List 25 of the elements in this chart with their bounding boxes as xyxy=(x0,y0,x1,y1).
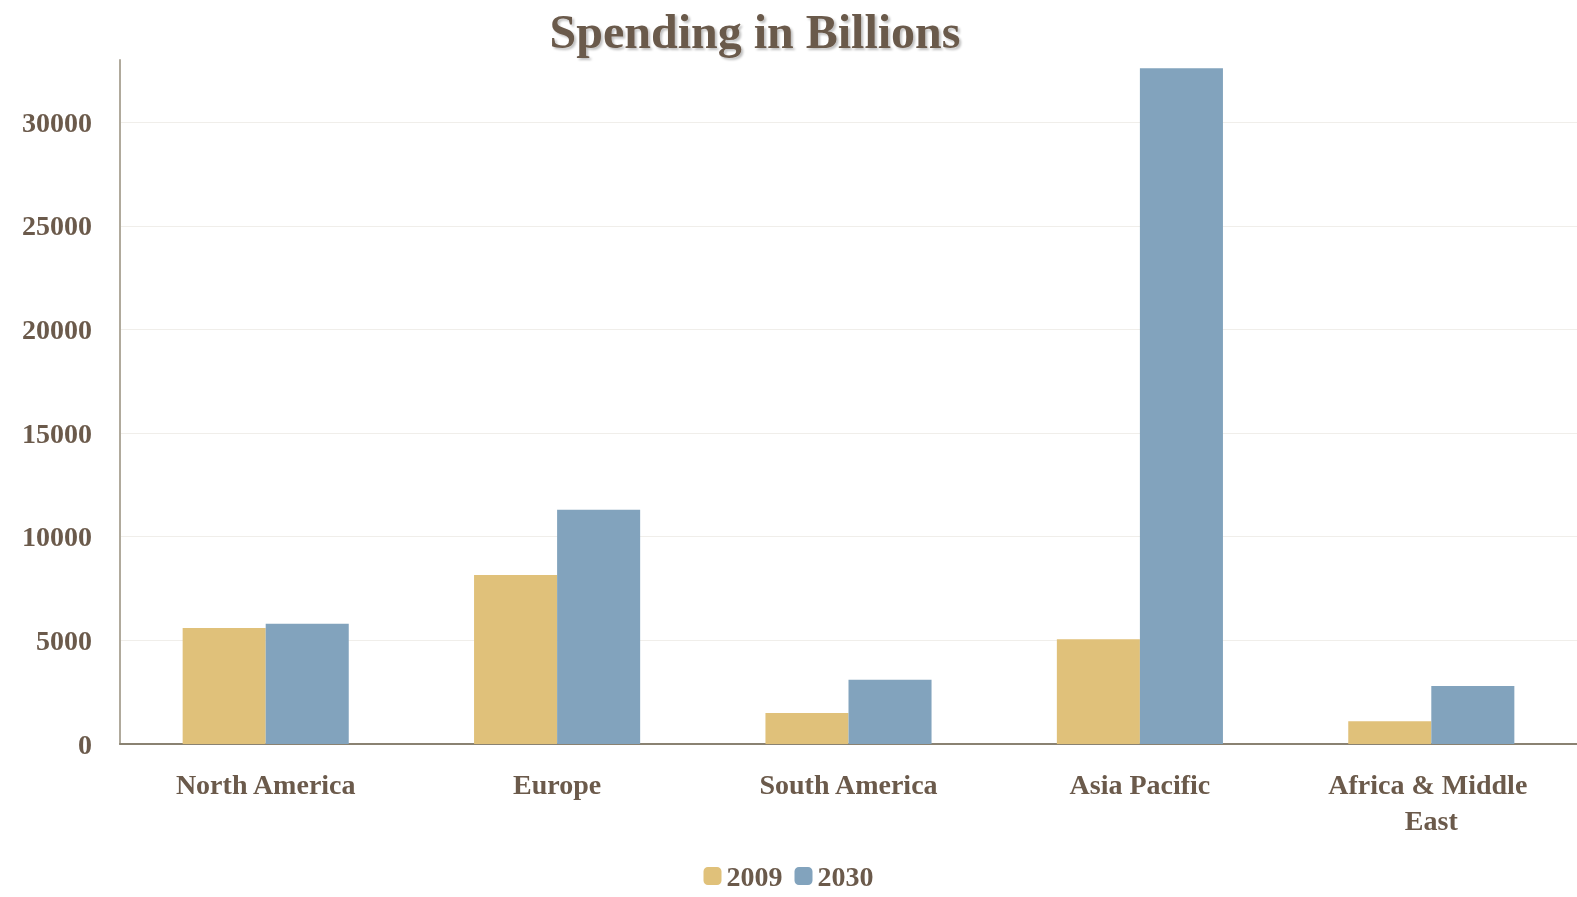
x-tick-label: North America xyxy=(175,768,356,800)
y-tick-label: 10000 xyxy=(22,521,92,553)
bar xyxy=(265,623,349,744)
x-tick-label: Europe xyxy=(513,768,602,800)
bar xyxy=(1348,721,1432,744)
x-tick-label: South America xyxy=(759,768,938,800)
x-tick-label: Africa & Middle East xyxy=(1328,768,1535,836)
bar xyxy=(1056,639,1140,744)
bar xyxy=(848,679,932,744)
chart-title: Spending in Billions xyxy=(549,4,961,58)
bar xyxy=(1431,685,1515,744)
y-tick-label: 20000 xyxy=(22,313,92,345)
y-tick-label: 15000 xyxy=(22,417,92,449)
x-tick-label: Asia Pacific xyxy=(1069,768,1211,800)
bar xyxy=(474,575,558,744)
y-tick-label: 5000 xyxy=(36,624,92,656)
y-tick-label: 0 xyxy=(78,728,92,760)
bar xyxy=(765,712,849,744)
y-tick-label: 25000 xyxy=(22,210,92,242)
y-tick-label: 30000 xyxy=(22,106,92,138)
bar xyxy=(1139,68,1223,744)
bar xyxy=(557,509,641,744)
bar xyxy=(182,627,266,744)
legend-label: 2009 xyxy=(726,860,783,892)
legend-label: 2030 xyxy=(817,860,874,892)
